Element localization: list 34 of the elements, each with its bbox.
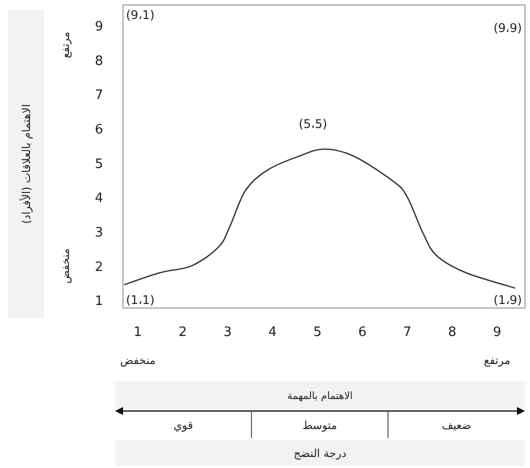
annotation: (5،5) <box>298 117 328 131</box>
annotation: (1،9) <box>493 293 522 307</box>
text: منخفض <box>120 354 156 367</box>
y-tick-label: 9 <box>94 20 104 35</box>
text: الاهتمام بالعلاقات (الأفراد) <box>19 104 33 224</box>
y-tick-label: 8 <box>94 54 104 69</box>
line-series <box>124 148 516 289</box>
y-tick-label: 7 <box>94 88 104 104</box>
annotation: (9،1) <box>126 8 155 22</box>
x-tick-label: 7 <box>403 325 412 340</box>
x-tick-label: 4 <box>268 325 277 340</box>
y-tick-label: 4 <box>94 191 104 206</box>
text: الاهتمام بالمهمة <box>287 391 353 402</box>
x-tick-label: 8 <box>448 325 456 340</box>
x-tick-label: 9 <box>493 325 502 340</box>
x-tick-label: 1 <box>134 325 142 340</box>
text: متوسط <box>302 419 338 432</box>
x-tick-label: 2 <box>178 325 187 340</box>
x-tick-label: 6 <box>358 325 367 340</box>
text: مرتفع <box>484 354 510 367</box>
y-tick-label: 1 <box>94 294 104 310</box>
text: قوي <box>173 419 194 432</box>
y-tick-label: 3 <box>94 225 104 240</box>
text: مرتفع <box>59 32 72 58</box>
x-tick-label: 3 <box>224 325 232 340</box>
y-tick-label: 2 <box>94 260 104 275</box>
y-tick-label: 5 <box>94 156 104 172</box>
annotation: (9،9) <box>493 21 522 35</box>
text: ضعيف <box>442 419 472 432</box>
text: منخفض <box>59 248 72 284</box>
x-tick-label: 5 <box>313 325 322 340</box>
y-tick-label: 6 <box>94 122 104 138</box>
annotation: (1،1) <box>126 293 155 307</box>
text: درجة النضج <box>294 447 346 460</box>
